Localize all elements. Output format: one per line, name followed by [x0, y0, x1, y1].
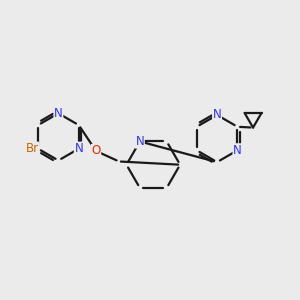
Text: N: N — [213, 109, 221, 122]
Text: Br: Br — [26, 142, 39, 155]
Text: N: N — [233, 144, 242, 157]
Text: O: O — [92, 145, 100, 158]
Text: N: N — [74, 142, 83, 155]
Text: N: N — [54, 107, 63, 120]
Text: N: N — [136, 135, 144, 148]
